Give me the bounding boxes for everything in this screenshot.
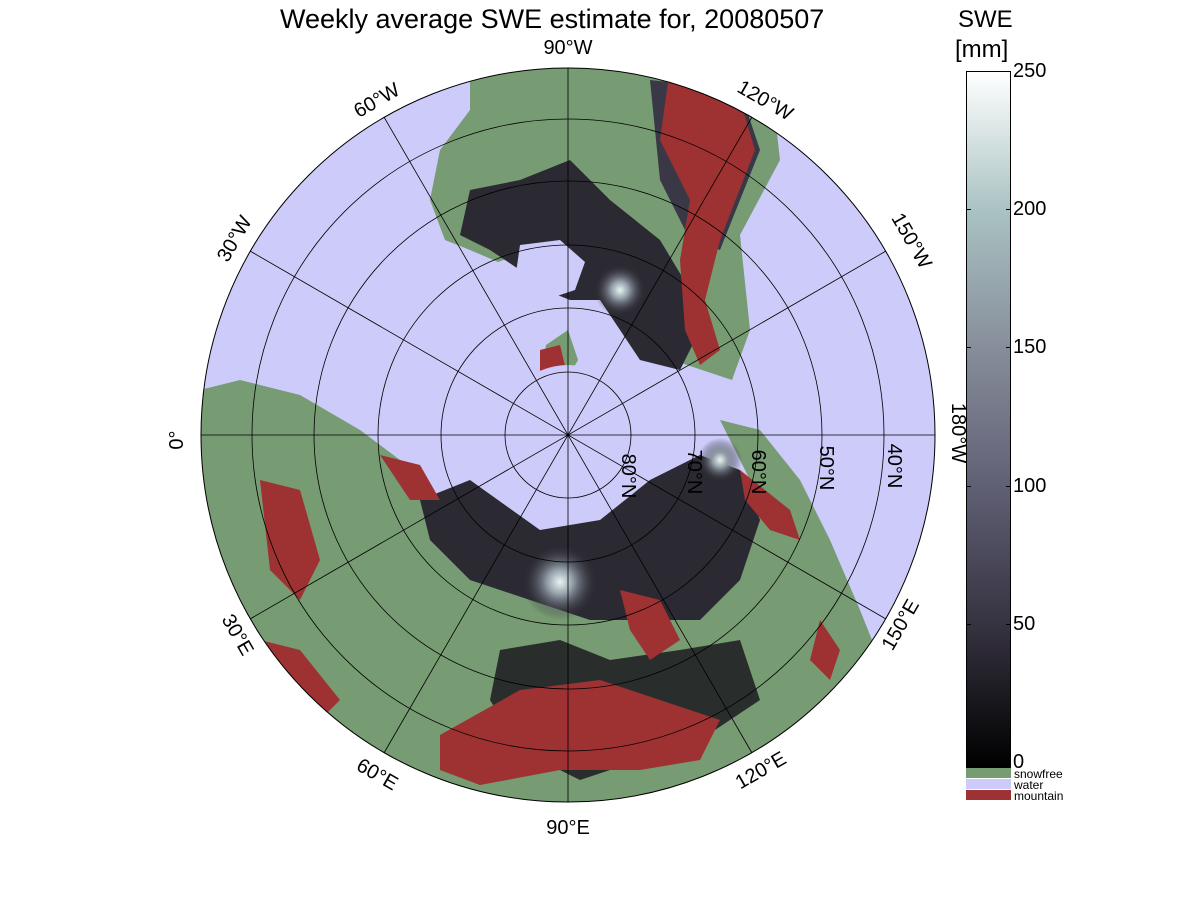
legend-label-snowfree: snowfree (1014, 767, 1063, 781)
lon-label-90e: 90°E (546, 817, 590, 839)
colorbar-tick-mark (966, 209, 971, 211)
swe-peak-canada (594, 264, 646, 316)
legend-label-water: water (1014, 778, 1044, 792)
lon-label-60e: 60°E (353, 754, 402, 795)
colorbar-tick-mark (1006, 71, 1011, 72)
lat-label-60n: 60°N (747, 450, 769, 495)
colorbar-tick-mark (1006, 762, 1011, 763)
hudson-bay (515, 240, 585, 300)
lat-label-70n: 70°N (683, 450, 705, 495)
lon-label-150w: 150°W (887, 209, 936, 272)
legend-label-mountain: mountain (1014, 789, 1064, 803)
colorbar-tick-mark (1006, 347, 1011, 349)
mountain-areas (260, 82, 840, 785)
swe-peak-east (698, 438, 742, 482)
colorbar-tick-label: 150 (1013, 336, 1047, 359)
graticule (200, 67, 936, 803)
map-title: Weekly average SWE estimate for, 2008050… (280, 4, 825, 34)
colorbar-tick-mark (966, 347, 971, 349)
lon-label-180w: 180°W (947, 403, 969, 463)
colorbar-tick-mark (966, 762, 971, 763)
lat-label-50n: 50°N (815, 446, 837, 491)
colorbar-tick-mark (1006, 485, 1011, 487)
colorbar-label: SWE (958, 6, 1013, 33)
colorbar-tick-label: 200 (1013, 198, 1047, 221)
colorbar-gradient (966, 71, 1011, 768)
legend-swatch-mountain (966, 790, 1011, 800)
colorbar-tick-mark (1006, 623, 1011, 625)
colorbar-tick-mark (1006, 209, 1011, 211)
colorbar-unit: [mm] (955, 36, 1009, 63)
colorbar-tick-label: 100 (1013, 474, 1047, 497)
colorbar-tick-label: 0 (1013, 751, 1025, 773)
colorbar-tick-mark (966, 71, 971, 72)
lon-label-0: 0° (166, 430, 188, 449)
lat-label-80n: 80°N (617, 454, 639, 499)
colorbar-tick-label: 250 (1013, 60, 1047, 82)
legend-swatch-water (966, 779, 1011, 789)
eurasia-snow (420, 455, 760, 620)
colorbar-tick-mark (966, 623, 971, 625)
legend-swatch-snowfree (966, 768, 1011, 778)
lon-label-90w: 90°W (543, 37, 592, 59)
colorbar-tick-mark (966, 485, 971, 487)
colorbar-tick-label: 50 (1013, 612, 1036, 635)
lat-label-40n: 40°N (883, 444, 905, 489)
swe-peak-siberia (522, 544, 598, 620)
